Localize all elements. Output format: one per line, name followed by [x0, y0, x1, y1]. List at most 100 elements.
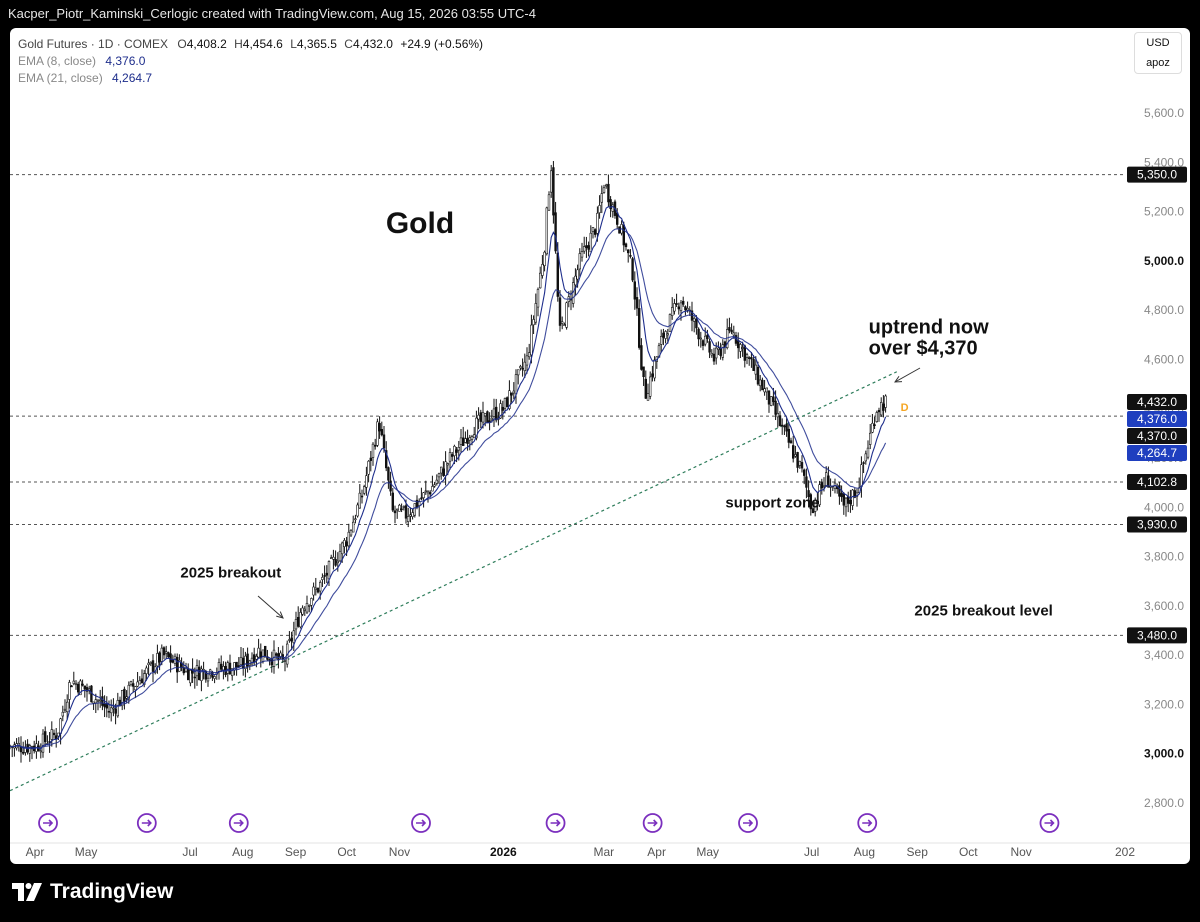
- ema-8-line[interactable]: [10, 206, 887, 750]
- candle-body: [585, 245, 588, 249]
- candle-body: [307, 605, 311, 607]
- candle-body: [253, 654, 256, 663]
- candle-body: [435, 479, 438, 484]
- candle-body: [41, 733, 45, 753]
- export-credit-text: Kacper_Piotr_Kaminski_Cerlogic created w…: [8, 6, 536, 21]
- candle-body: [239, 656, 243, 665]
- candle-body: [873, 424, 876, 426]
- candle-body: [114, 708, 117, 714]
- candle-body: [758, 379, 762, 387]
- candle-body: [578, 253, 582, 270]
- candle-body: [807, 490, 810, 498]
- chart-legend: Gold Futures · 1D · COMEX O4,408.2 H4,45…: [18, 36, 483, 87]
- candle-body: [107, 710, 111, 713]
- candle-body: [824, 472, 828, 487]
- change-value: +24.9 (+0.56%): [400, 37, 484, 51]
- currency-button[interactable]: USD: [1146, 37, 1170, 49]
- candle-body: [354, 518, 357, 521]
- tradingview-brand[interactable]: TradingView: [12, 880, 173, 904]
- candle-body: [635, 297, 639, 309]
- candle-body: [849, 499, 852, 505]
- candle-body: [356, 504, 359, 517]
- candle-body: [527, 352, 531, 358]
- candle-body: [299, 612, 302, 628]
- candle-body: [791, 445, 795, 459]
- candle-body: [708, 341, 711, 353]
- candle-body: [57, 732, 60, 737]
- annotation-text: over $4,370: [869, 338, 978, 360]
- candle-body: [501, 406, 504, 411]
- price-chart[interactable]: 2,800.0 3,000.0 3,200.0 3,400.0 3,600.0 3,800…: [10, 28, 1190, 864]
- x-tick-label: Sep: [907, 845, 929, 859]
- candle-body: [563, 324, 566, 326]
- high-label: H: [234, 37, 243, 51]
- candle-body: [468, 437, 471, 441]
- ema-21-line[interactable]: [10, 228, 887, 749]
- candle-body: [283, 660, 287, 662]
- candle-body: [783, 425, 786, 428]
- price-badge-box: [1127, 394, 1187, 410]
- candle-body: [840, 493, 843, 498]
- level-price-label: 5,350.0: [1137, 168, 1177, 182]
- candle-body: [420, 497, 423, 500]
- candle-body: [380, 429, 383, 436]
- candle-body: [739, 344, 742, 352]
- candle-body: [787, 428, 791, 443]
- x-tick-label: Nov: [1010, 845, 1031, 859]
- candle-body: [77, 684, 80, 693]
- candle-body: [22, 752, 25, 754]
- candle-body: [470, 436, 474, 440]
- candle-body: [264, 645, 267, 658]
- trendline[interactable]: [10, 371, 898, 792]
- y-tick-label: 2,800.0: [1144, 796, 1184, 810]
- candle-body: [301, 607, 304, 615]
- candle-body: [444, 461, 447, 476]
- candle-body: [362, 486, 366, 494]
- candle-body: [686, 308, 689, 311]
- candle-body: [365, 475, 368, 488]
- candle-body: [721, 344, 725, 358]
- candle-body: [589, 232, 593, 253]
- candle-body: [622, 224, 626, 246]
- candle-body: [809, 494, 813, 510]
- candle-body: [879, 402, 883, 416]
- candle-body: [329, 557, 333, 559]
- candle-body: [360, 495, 364, 498]
- event-marker-arrow-icon: [743, 819, 754, 827]
- candle-body: [305, 602, 309, 613]
- candle-body: [103, 703, 106, 708]
- close-label: C: [344, 37, 353, 51]
- candle-body: [422, 492, 425, 499]
- candle-body: [666, 333, 670, 336]
- legend-ema21-row[interactable]: EMA (21, close) 4,264.7: [18, 70, 483, 87]
- candle-body: [794, 454, 797, 457]
- candle-body: [466, 437, 469, 444]
- candle-body: [231, 668, 234, 676]
- candle-body: [523, 361, 527, 371]
- brand-name: TradingView: [50, 880, 174, 903]
- candle-body: [547, 194, 551, 211]
- candle-body: [492, 408, 496, 417]
- candle-body: [754, 364, 758, 375]
- candle-body: [72, 680, 76, 684]
- candle-body: [296, 616, 300, 627]
- symbol-label[interactable]: Gold Futures · 1D · COMEX: [18, 37, 169, 51]
- candle-body: [43, 731, 47, 743]
- candle-body: [882, 403, 885, 411]
- price-badge-label: 4,432.0: [1137, 395, 1177, 409]
- candle-body: [228, 662, 232, 675]
- candle-body: [132, 683, 135, 687]
- candle-body: [378, 423, 381, 432]
- price-scale-units[interactable]: USD apoz: [1134, 32, 1182, 74]
- candle-body: [525, 355, 529, 366]
- candle-body: [813, 500, 817, 512]
- candle-body: [703, 335, 707, 345]
- price-badge-box: [1127, 428, 1187, 444]
- legend-ema8-row[interactable]: EMA (8, close) 4,376.0: [18, 53, 483, 70]
- candle-body: [776, 413, 780, 418]
- candle-body: [580, 251, 584, 258]
- scale-mode-button[interactable]: apoz: [1146, 57, 1170, 69]
- candle-body: [165, 651, 168, 654]
- x-tick-label: Aug: [232, 845, 253, 859]
- candle-body: [121, 690, 124, 707]
